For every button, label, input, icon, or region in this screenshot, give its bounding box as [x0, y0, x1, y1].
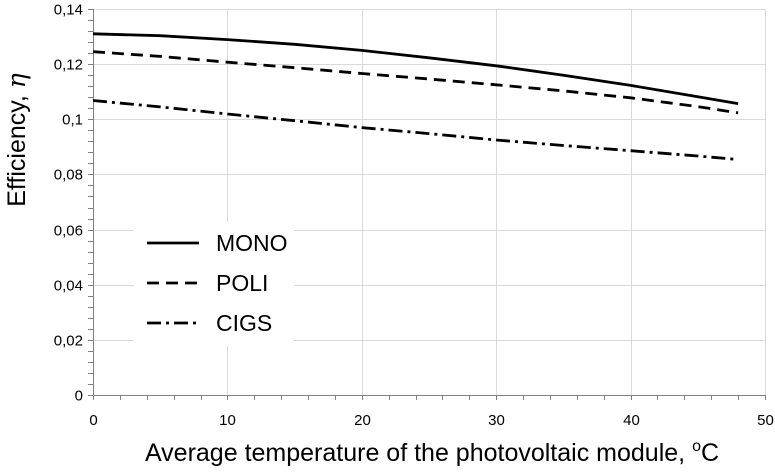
x-axis-title: Average temperature of the photovoltaic …: [145, 438, 719, 467]
y-tick-label: 0,04: [54, 278, 83, 295]
legend-label-poli: POLI: [216, 270, 268, 296]
legend-label-cigs: CIGS: [216, 310, 272, 336]
series-line-mono: [92, 32, 739, 105]
x-tick-label: 50: [757, 412, 774, 429]
y-tick-label: 0,02: [54, 333, 83, 350]
x-axis-title-unit: C: [701, 439, 719, 467]
x-tick-label: 0: [89, 412, 97, 429]
y-tick-label: 0,08: [54, 167, 83, 184]
x-tick-label: 20: [354, 412, 371, 429]
y-tick-label: 0,06: [54, 223, 83, 240]
y-axis-title-text: Efficiency,: [3, 88, 31, 207]
x-axis-title-superscript: o: [692, 438, 701, 455]
x-tick-label: 40: [623, 412, 640, 429]
y-axis-title: Efficiency, η: [2, 73, 31, 207]
y-tick-label: 0,1: [62, 112, 83, 129]
x-tick-label: 10: [219, 412, 236, 429]
series-line-cigs: [92, 99, 739, 161]
x-tick-label: 30: [488, 412, 505, 429]
legend-label-mono: MONO: [216, 230, 288, 256]
y-axis-title-symbol: η: [2, 73, 31, 88]
axes: 0 0,02 0,04 0,06 0,08 0,1 0,12 0,14 0 10 20 30 40 50: [54, 2, 774, 430]
series-lines: [92, 32, 739, 161]
legend: MONO POLI CIGS: [134, 222, 294, 346]
y-tick-label: 0,14: [54, 2, 83, 19]
y-tick-label: 0,12: [54, 57, 83, 74]
x-axis-title-text: Average temperature of the photovoltaic …: [145, 439, 692, 467]
series-line-poli: [92, 50, 739, 115]
y-tick-label: 0: [75, 388, 83, 405]
